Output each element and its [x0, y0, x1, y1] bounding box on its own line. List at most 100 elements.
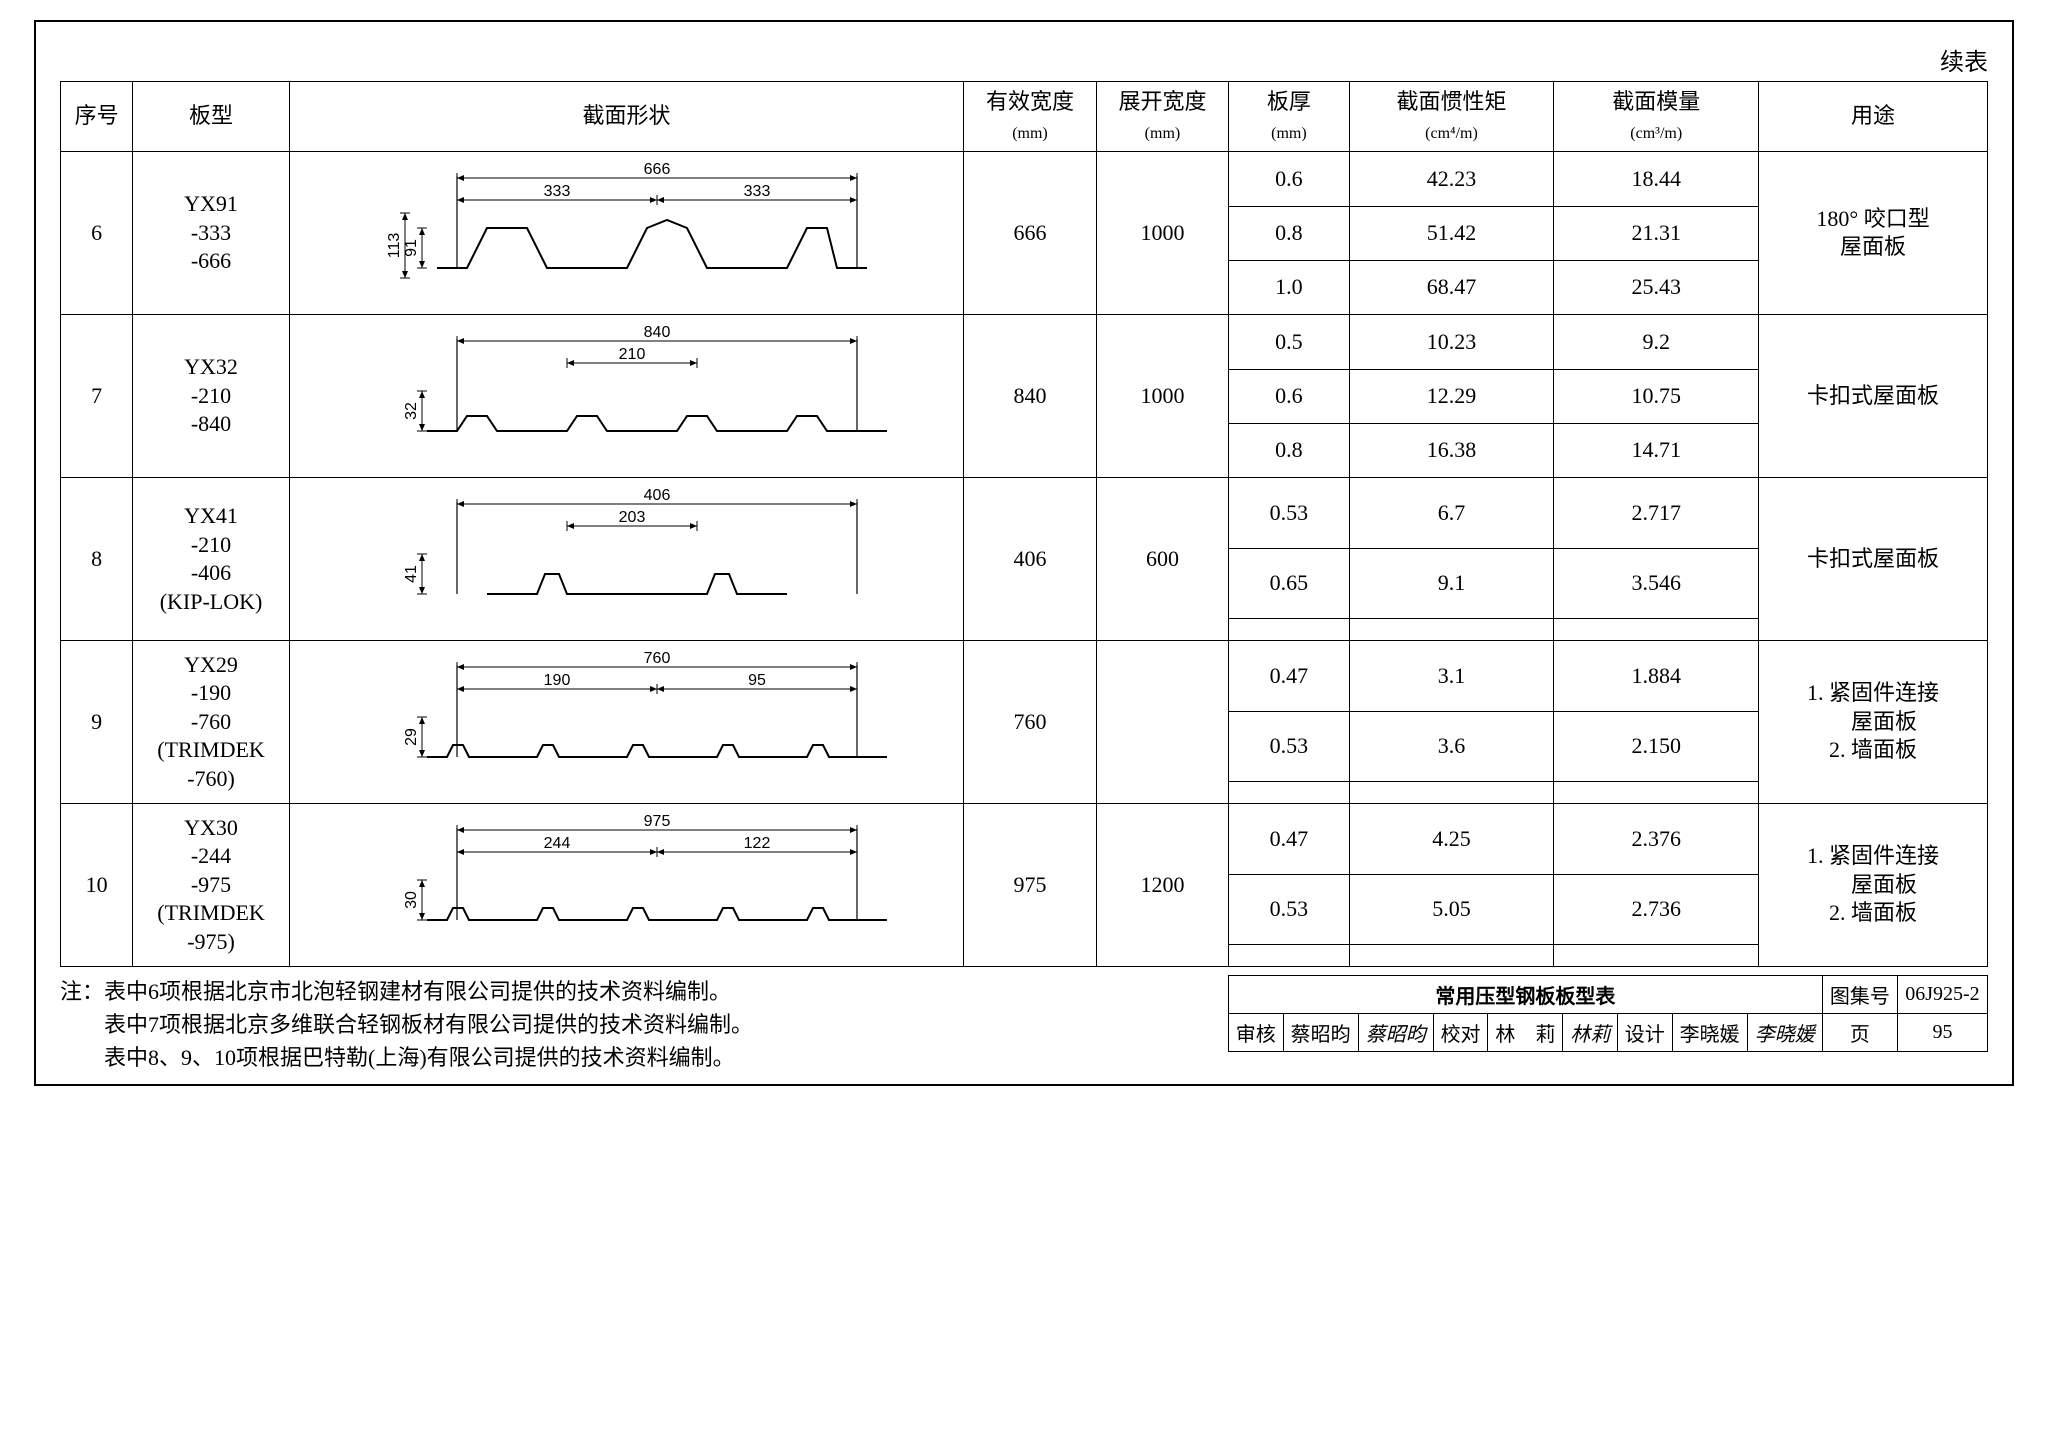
col-usage: 用途: [1759, 82, 1988, 152]
cell-modulus: 2.736: [1554, 874, 1759, 944]
page-label: 页: [1822, 1014, 1897, 1052]
footnote-area: 注：表中6项根据北京市北泡轻钢建材有限公司提供的技术资料编制。 注：表中7项根据…: [60, 975, 1988, 1074]
cell-thickness: 0.65: [1229, 548, 1349, 618]
cell-inertia: 4.25: [1349, 804, 1554, 874]
cell-modulus: 9.2: [1554, 315, 1759, 369]
cell-seq: 9: [61, 641, 133, 804]
cell-inertia: 9.1: [1349, 548, 1554, 618]
cell-inertia: 51.42: [1349, 206, 1554, 260]
svg-text:333: 333: [743, 183, 770, 200]
svg-text:203: 203: [618, 509, 645, 526]
cell-thickness: 0.8: [1229, 423, 1349, 477]
svg-text:760: 760: [643, 650, 670, 667]
check-label: 校对: [1433, 1014, 1488, 1052]
cell-inertia: 10.23: [1349, 315, 1554, 369]
cell-thickness: 1.0: [1229, 260, 1349, 314]
cell-modulus: 2.376: [1554, 804, 1759, 874]
cell-seq: 10: [61, 804, 133, 967]
cell-dev-width: 1000: [1096, 152, 1228, 315]
svg-text:975: 975: [643, 813, 670, 830]
svg-text:41: 41: [403, 565, 420, 583]
doc-title: 常用压型钢板板型表: [1229, 976, 1823, 1014]
cell-modulus: 14.71: [1554, 423, 1759, 477]
design-name: 李晓媛: [1672, 1014, 1747, 1052]
cell-inertia: 42.23: [1349, 152, 1554, 206]
cell-eff-width: 760: [964, 641, 1096, 804]
cell-usage: 卡扣式屋面板: [1759, 315, 1988, 478]
check-sig: 林莉: [1563, 1014, 1618, 1052]
cell-model: YX91-333-666: [133, 152, 290, 315]
cell-model: YX29-190-760(TRIMDEK-760): [133, 641, 290, 804]
svg-text:91: 91: [403, 239, 420, 257]
table-row: 9YX29-190-760(TRIMDEK-760) 760 190 95 29…: [61, 641, 1988, 711]
review-sig: 蔡昭昀: [1358, 1014, 1433, 1052]
cell-model: YX30-244-975(TRIMDEK-975): [133, 804, 290, 967]
review-label: 审核: [1229, 1014, 1284, 1052]
cell-thickness: 0.5: [1229, 315, 1349, 369]
cell-section-diagram: 406 203 41: [289, 478, 963, 641]
cell-modulus: 2.717: [1554, 478, 1759, 548]
svg-text:113: 113: [386, 233, 403, 259]
cell-inertia: 16.38: [1349, 423, 1554, 477]
cell-thickness: 0.6: [1229, 369, 1349, 423]
table-row: 8YX41-210-406(KIP-LOK) 406 203 41 406600…: [61, 478, 1988, 548]
continued-label: 续表: [60, 42, 1988, 77]
cell-usage: 卡扣式屋面板: [1759, 478, 1988, 641]
svg-text:190: 190: [543, 672, 570, 689]
cell-modulus: 25.43: [1554, 260, 1759, 314]
cell-section-diagram: 666 333 333 91 113: [289, 152, 963, 315]
design-label: 设计: [1618, 1014, 1673, 1052]
cell-thickness: 0.8: [1229, 206, 1349, 260]
cell-eff-width: 840: [964, 315, 1096, 478]
check-name: 林 莉: [1488, 1014, 1563, 1052]
cell-section-diagram: 760 190 95 29: [289, 641, 963, 804]
cell-inertia: [1349, 945, 1554, 967]
cell-thickness: 0.53: [1229, 874, 1349, 944]
svg-text:406: 406: [643, 487, 670, 504]
cell-dev-width: [1096, 641, 1228, 804]
cell-usage: 1. 紧固件连接 屋面板2. 墙面板: [1759, 804, 1988, 967]
cell-modulus: 3.546: [1554, 548, 1759, 618]
cell-seq: 7: [61, 315, 133, 478]
atlas-label: 图集号: [1822, 976, 1897, 1014]
notes: 注：表中6项根据北京市北泡轻钢建材有限公司提供的技术资料编制。 注：表中7项根据…: [60, 975, 1216, 1074]
cell-modulus: 10.75: [1554, 369, 1759, 423]
cell-dev-width: 600: [1096, 478, 1228, 641]
svg-text:32: 32: [403, 402, 420, 420]
cell-usage: 180° 咬口型屋面板: [1759, 152, 1988, 315]
design-sig: 李晓媛: [1747, 1014, 1822, 1052]
cell-inertia: 68.47: [1349, 260, 1554, 314]
cell-dev-width: 1000: [1096, 315, 1228, 478]
cell-section-diagram: 840 210 32: [289, 315, 963, 478]
svg-text:29: 29: [403, 728, 420, 746]
page-no: 95: [1897, 1014, 1987, 1052]
svg-text:210: 210: [618, 346, 645, 363]
cell-thickness: [1229, 782, 1349, 804]
cell-modulus: 21.31: [1554, 206, 1759, 260]
cell-thickness: 0.47: [1229, 641, 1349, 711]
cell-thickness: 0.53: [1229, 711, 1349, 781]
cell-eff-width: 666: [964, 152, 1096, 315]
main-table: 序号 板型 截面形状 有效宽度 (mm) 展开宽度 (mm) 板厚 (mm) 截…: [60, 81, 1988, 967]
cell-modulus: [1554, 782, 1759, 804]
svg-text:840: 840: [643, 324, 670, 341]
col-inertia: 截面惯性矩 (cm⁴/m): [1349, 82, 1554, 152]
page-frame: 续表 序号 板型 截面形状 有效宽度 (mm) 展开宽度 (mm) 板厚 (mm…: [34, 20, 2014, 1086]
col-seq: 序号: [61, 82, 133, 152]
col-section: 截面形状: [289, 82, 963, 152]
cell-model: YX41-210-406(KIP-LOK): [133, 478, 290, 641]
cell-seq: 8: [61, 478, 133, 641]
cell-model: YX32-210-840: [133, 315, 290, 478]
cell-modulus: [1554, 619, 1759, 641]
cell-usage: 1. 紧固件连接 屋面板2. 墙面板: [1759, 641, 1988, 804]
svg-text:30: 30: [403, 891, 420, 909]
cell-modulus: 18.44: [1554, 152, 1759, 206]
svg-text:333: 333: [543, 183, 570, 200]
svg-text:122: 122: [743, 835, 770, 852]
cell-thickness: 0.6: [1229, 152, 1349, 206]
review-name: 蔡昭昀: [1283, 1014, 1358, 1052]
col-thickness: 板厚 (mm): [1229, 82, 1349, 152]
header-row: 序号 板型 截面形状 有效宽度 (mm) 展开宽度 (mm) 板厚 (mm) 截…: [61, 82, 1988, 152]
col-eff-width: 有效宽度 (mm): [964, 82, 1096, 152]
cell-inertia: 3.6: [1349, 711, 1554, 781]
